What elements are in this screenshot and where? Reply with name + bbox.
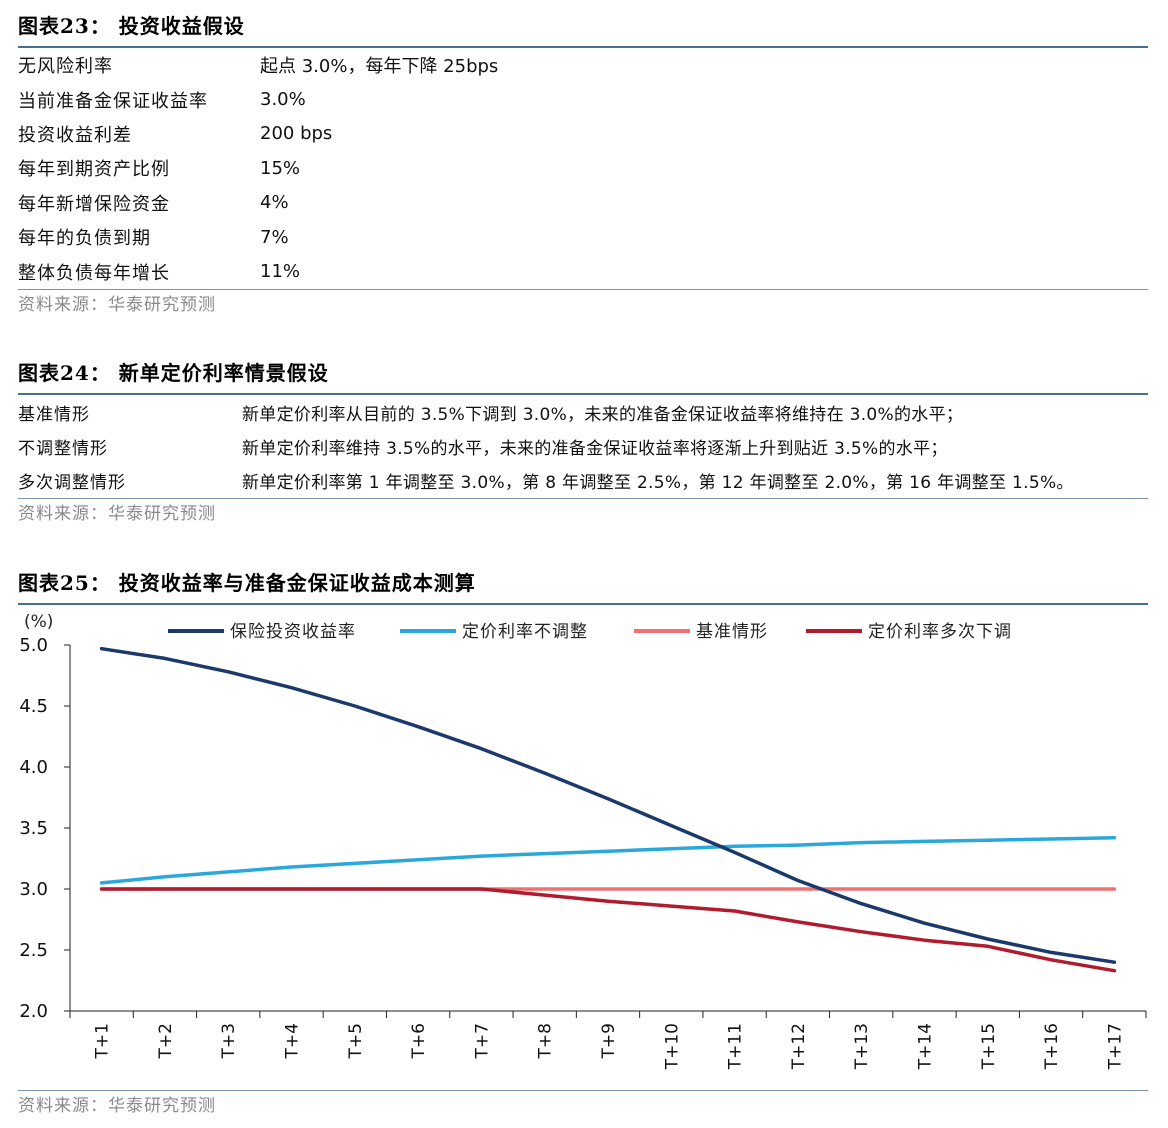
- row-label: 每年到期资产比例: [18, 159, 170, 181]
- row-value: 3.0%: [260, 89, 306, 111]
- x-tick-label: T+3: [219, 1023, 239, 1059]
- x-tick-label: T+11: [726, 1023, 746, 1070]
- row-label: 当前准备金保证收益率: [18, 90, 208, 112]
- table-24: 图表24： 新单定价利率情景假设 基准情形 新单定价利率从目前的 3.5%下调到 …: [18, 353, 1148, 529]
- y-tick-label: 4.0: [19, 757, 48, 778]
- figure-25-source: 资料来源：华泰研究预测: [18, 1096, 216, 1116]
- row-value: 15%: [260, 157, 301, 179]
- y-tick-label: 3.5: [19, 818, 48, 839]
- legend-label-0: 保险投资收益率: [230, 622, 356, 642]
- row-label: 基准情形: [18, 404, 90, 425]
- y-tick-label: 5.0: [19, 635, 48, 656]
- line-chart: 保险投资收益率 定价利率不调整 基准情形 定价利率多次下调 (%) 5.0 4.5 4.0 3…: [19, 612, 1147, 1070]
- x-tick-label: T+14: [915, 1023, 935, 1070]
- row-value: 新单定价利率维持 3.5%的水平，未来的准备金保证收益率将逐渐上升到贴近 3.5…: [242, 439, 948, 460]
- table-row: 整体负债每年增长 11%: [18, 254, 1148, 288]
- table-row: 当前准备金保证收益率 3.0%: [18, 82, 1148, 116]
- table-24-body: 基准情形 新单定价利率从目前的 3.5%下调到 3.0%，未来的准备金保证收益率将…: [18, 395, 1148, 498]
- y-tick-label: 4.5: [19, 696, 48, 717]
- table-row: 无风险利率 起点 3.0%，每年下降 25bps: [18, 48, 1148, 82]
- table-row: 基准情形 新单定价利率从目前的 3.5%下调到 3.0%，未来的准备金保证收益率将…: [18, 395, 1148, 429]
- x-tick-label: T+2: [156, 1023, 176, 1059]
- x-tick-label: T+12: [789, 1023, 809, 1070]
- legend-label-1: 定价利率不调整: [462, 622, 588, 642]
- chart-axes: (%) 5.0 4.5 4.0 3.5 3.0 2.5 2.0 T+1 T+2 T+3 T+4 T+5 T…: [19, 612, 1147, 1070]
- figure-25-title: 图表25： 投资收益率与准备金保证收益成本测算: [18, 571, 476, 595]
- x-tick-label: T+1: [93, 1023, 113, 1059]
- row-label: 每年的负债到期: [18, 228, 151, 250]
- legend-label-3: 定价利率多次下调: [868, 622, 1012, 642]
- chart-legend: 保险投资收益率 定价利率不调整 基准情形 定价利率多次下调: [168, 622, 1012, 642]
- table-24-title: 图表24： 新单定价利率情景假设: [18, 361, 329, 385]
- chart-series: [99, 646, 1117, 973]
- table-24-bottom-rule: [18, 498, 1148, 500]
- x-tick-label: T+7: [472, 1023, 492, 1059]
- figure-25-title-rule: [18, 603, 1148, 605]
- row-value: 7%: [260, 226, 289, 248]
- y-tick-label: 2.0: [19, 1001, 48, 1022]
- table-23-source: 资料来源：华泰研究预测: [18, 294, 216, 315]
- table-23-title: 图表23： 投资收益假设: [18, 14, 245, 38]
- row-label: 无风险利率: [18, 56, 113, 78]
- row-value: 起点 3.0%，每年下降 25bps: [260, 56, 499, 78]
- y-tick-label: 3.0: [19, 879, 48, 900]
- series-line-1: [99, 836, 1117, 885]
- row-value: 200 bps: [260, 123, 333, 145]
- row-label: 投资收益利差: [18, 124, 132, 146]
- x-tick-label: T+10: [662, 1023, 682, 1070]
- x-tick-label: T+15: [979, 1023, 999, 1070]
- table-row: 每年新增保险资金 4%: [18, 186, 1148, 220]
- x-tick-label: T+8: [536, 1023, 556, 1059]
- row-value: 4%: [260, 192, 289, 214]
- x-tick-label: T+6: [409, 1023, 429, 1059]
- table-row: 不调整情形 新单定价利率维持 3.5%的水平，未来的准备金保证收益率将逐渐上升到贴…: [18, 429, 1148, 463]
- figure-25-footer: 资料来源：华泰研究预测: [18, 1090, 1148, 1121]
- table-23-body: 无风险利率 起点 3.0%，每年下降 25bps 当前准备金保证收益率 3.0% 投资收…: [18, 48, 1148, 289]
- row-label: 每年新增保险资金: [18, 193, 170, 215]
- figure-25-header: 图表25： 投资收益率与准备金保证收益成本测算: [18, 563, 1148, 605]
- table-row: 投资收益利差 200 bps: [18, 117, 1148, 151]
- table-23: 图表23： 投资收益假设 无风险利率 起点 3.0%，每年下降 25bps 当前准备…: [18, 6, 1148, 320]
- y-axis-unit-label: (%): [24, 612, 53, 632]
- row-label: 多次调整情形: [18, 473, 126, 494]
- x-tick-label: T+13: [852, 1023, 872, 1070]
- table-row: 多次调整情形 新单定价利率第 1 年调整至 3.0%，第 8 年调整至 2.5%，…: [18, 464, 1148, 498]
- table-23-title-rule: [18, 46, 1148, 48]
- row-value: 11%: [260, 261, 301, 283]
- row-value: 新单定价利率从目前的 3.5%下调到 3.0%，未来的准备金保证收益率将维持在 …: [242, 404, 964, 425]
- table-row: 每年的负债到期 7%: [18, 220, 1148, 254]
- row-label: 不调整情形: [18, 439, 108, 460]
- table-23-bottom-rule: [18, 288, 1148, 290]
- table-row: 每年到期资产比例 15%: [18, 151, 1148, 185]
- row-value: 新单定价利率第 1 年调整至 3.0%，第 8 年调整至 2.5%，第 12 年…: [242, 473, 1074, 494]
- x-tick-label: T+9: [599, 1023, 619, 1059]
- legend-label-2: 基准情形: [696, 622, 768, 642]
- table-24-source: 资料来源：华泰研究预测: [18, 504, 216, 525]
- y-tick-label: 2.5: [19, 940, 48, 961]
- table-24-title-rule: [18, 393, 1148, 395]
- x-tick-label: T+4: [283, 1023, 303, 1059]
- series-line-3: [99, 887, 1117, 973]
- x-tick-label: T+17: [1105, 1023, 1125, 1070]
- figure-25-bottom-rule: [18, 1090, 1148, 1091]
- series-line-0: [99, 646, 1117, 964]
- x-tick-label: T+16: [1042, 1023, 1062, 1070]
- row-label: 整体负债每年增长: [18, 262, 170, 284]
- x-tick-label: T+5: [346, 1023, 366, 1059]
